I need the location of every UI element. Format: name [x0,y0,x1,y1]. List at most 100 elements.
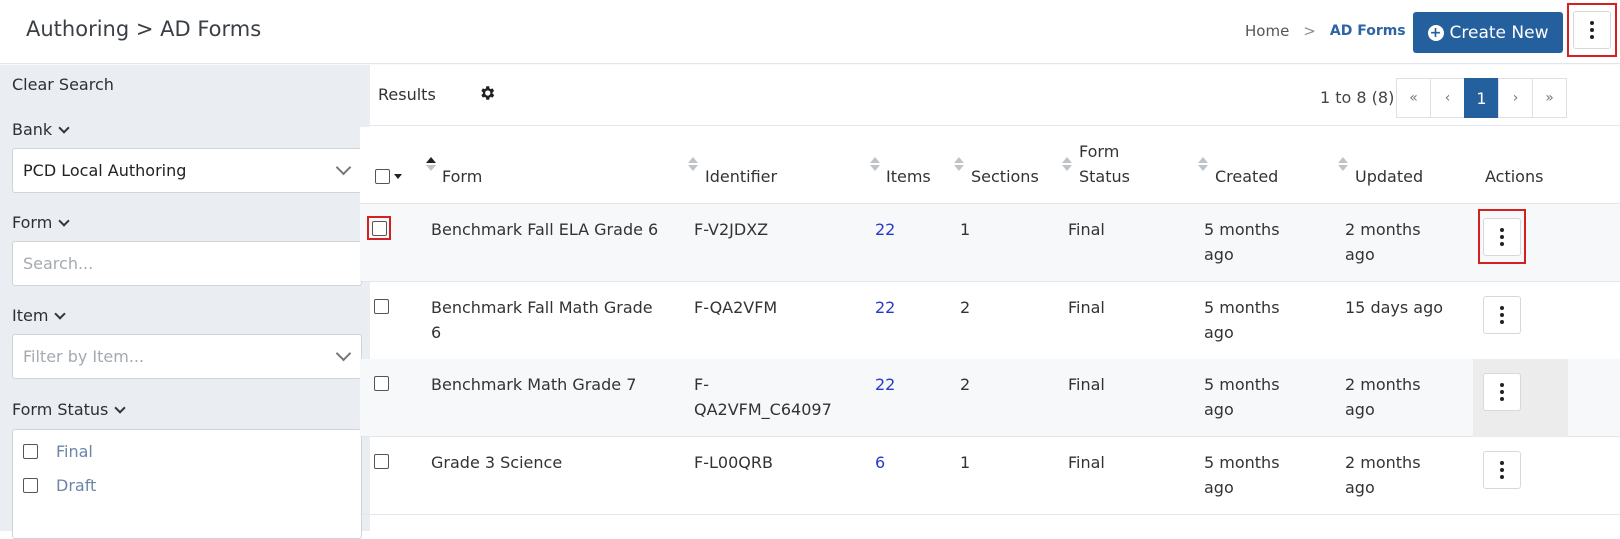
caret-down-icon [394,174,402,179]
form-status-label: Form Status [12,400,109,419]
table-row[interactable]: Benchmark Fall ELA Grade 6 F-V2JDXZ 22 1… [360,204,1620,282]
row-checkbox[interactable] [374,454,389,469]
form-status-filter-toggle[interactable]: Form Status [12,400,127,419]
cell-sections: 2 [960,375,971,394]
select-all-control[interactable] [375,169,402,184]
column-updated[interactable]: Updated [1355,167,1424,186]
gear-icon[interactable] [478,84,496,102]
status-option-label: Draft [56,476,97,495]
plus-circle-icon: + [1427,24,1444,41]
status-option-draft[interactable]: Draft [23,476,96,495]
cell-items-link[interactable]: 22 [875,375,896,394]
cell-status: Final [1068,298,1105,317]
sort-icon[interactable] [426,157,436,171]
column-created[interactable]: Created [1215,167,1279,186]
row-checkbox[interactable] [374,299,389,314]
actions-highlight [1478,209,1526,264]
cell-sections: 1 [960,453,971,472]
column-sections[interactable]: Sections [971,167,1039,186]
form-search-input[interactable]: Search... [12,241,362,286]
breadcrumb-home[interactable]: Home [1245,22,1290,40]
cell-updated: 2 months ago [1345,220,1421,264]
checkbox[interactable] [23,444,38,459]
results-toolbar: Results 1 to 8 (8) « ‹ 1 › » [370,65,1620,126]
sort-icon[interactable] [870,157,880,171]
table-row[interactable]: Grade 3 Science F-L00QRB 6 1 Final 5 mon… [360,437,1620,515]
table-row[interactable]: Benchmark Fall Math Grade 6 F-QA2VFM 22 2… [360,282,1620,360]
page-prev-button[interactable]: ‹ [1430,78,1465,118]
chevron-down-icon [114,401,127,414]
chevron-down-icon [335,345,352,362]
page-last-button[interactable]: » [1532,78,1567,118]
column-actions: Actions [1485,167,1544,186]
page-first-button[interactable]: « [1396,78,1431,118]
chevron-down-icon [58,121,70,134]
create-new-label: Create New [1449,22,1549,43]
bank-label: Bank [12,120,53,139]
sort-icon[interactable] [1198,157,1208,171]
cell-items-link[interactable]: 22 [875,298,896,317]
cell-items-link[interactable]: 6 [875,453,886,472]
sort-icon[interactable] [688,157,698,171]
kebab-icon [1590,21,1594,39]
cell-items-link[interactable]: 22 [875,220,896,239]
cell-form: Benchmark Fall ELA Grade 6 [431,220,659,239]
table-header: Form Identifier Items Sections Form Stat… [360,127,1620,204]
select-all-checkbox[interactable] [375,169,390,184]
results-range: 1 to 8 (8) [1320,88,1395,107]
column-identifier[interactable]: Identifier [705,167,778,186]
header-menu-button[interactable] [1573,11,1611,49]
cell-created: 5 months ago [1204,375,1280,419]
kebab-icon [1500,383,1504,401]
filter-sidebar: Clear Search Bank PCD Local Authoring Fo… [0,65,370,539]
kebab-icon [1500,461,1504,479]
bank-select-value: PCD Local Authoring [23,161,187,180]
form-search-placeholder: Search... [23,254,94,273]
sort-icon[interactable] [1062,157,1072,171]
item-filter-select[interactable]: Filter by Item... [12,334,362,379]
breadcrumb: Home > AD Forms [1245,22,1406,40]
sort-icon[interactable] [954,157,964,171]
item-filter-toggle[interactable]: Item [12,306,67,325]
column-form[interactable]: Form [442,167,483,186]
page-next-button[interactable]: › [1498,78,1533,118]
bank-filter-toggle[interactable]: Bank [12,120,70,139]
cell-status: Final [1068,375,1105,394]
row-checkbox[interactable] [374,376,389,391]
chevron-down-icon [54,307,67,320]
row-checkbox-wrap [374,454,389,473]
table-row[interactable]: Benchmark Math Grade 7 F- QA2VFM_C64097 2… [360,359,1620,437]
row-actions-button[interactable] [1483,296,1521,334]
kebab-icon [1500,228,1504,246]
item-label: Item [12,306,49,325]
cell-identifier: F- QA2VFM_C64097 [694,375,832,419]
row-checkbox[interactable] [371,220,387,236]
row-checkbox-wrap [374,299,389,318]
breadcrumb-current[interactable]: AD Forms [1329,23,1406,39]
cell-status: Final [1068,220,1105,239]
page-current-button[interactable]: 1 [1464,78,1499,118]
clear-search-link[interactable]: Clear Search [12,75,114,94]
sort-icon[interactable] [1338,157,1348,171]
top-header: Authoring > AD Forms Home > AD Forms + C… [0,0,1620,64]
cell-created: 5 months ago [1204,220,1280,264]
create-new-button[interactable]: + Create New [1413,12,1563,53]
results-label: Results [378,85,436,104]
column-form-status-line2[interactable]: Status [1079,167,1130,186]
cell-updated: 2 months ago [1345,453,1421,497]
status-option-final[interactable]: Final [23,442,93,461]
row-checkbox-wrap [374,376,389,395]
cell-form: Benchmark Math Grade 7 [431,375,637,394]
cell-sections: 1 [960,220,971,239]
row-actions-button[interactable] [1483,451,1521,489]
bank-select[interactable]: PCD Local Authoring [12,148,362,193]
column-form-status-line1[interactable]: Form [1079,142,1120,161]
cell-status: Final [1068,453,1105,472]
column-items[interactable]: Items [886,167,931,186]
cell-identifier: F-V2JDXZ [694,220,769,239]
row-actions-button[interactable] [1483,373,1521,411]
checkbox[interactable] [23,478,38,493]
row-checkbox-highlight [367,216,391,240]
form-filter-toggle[interactable]: Form [12,213,70,232]
row-actions-button[interactable] [1483,218,1521,256]
